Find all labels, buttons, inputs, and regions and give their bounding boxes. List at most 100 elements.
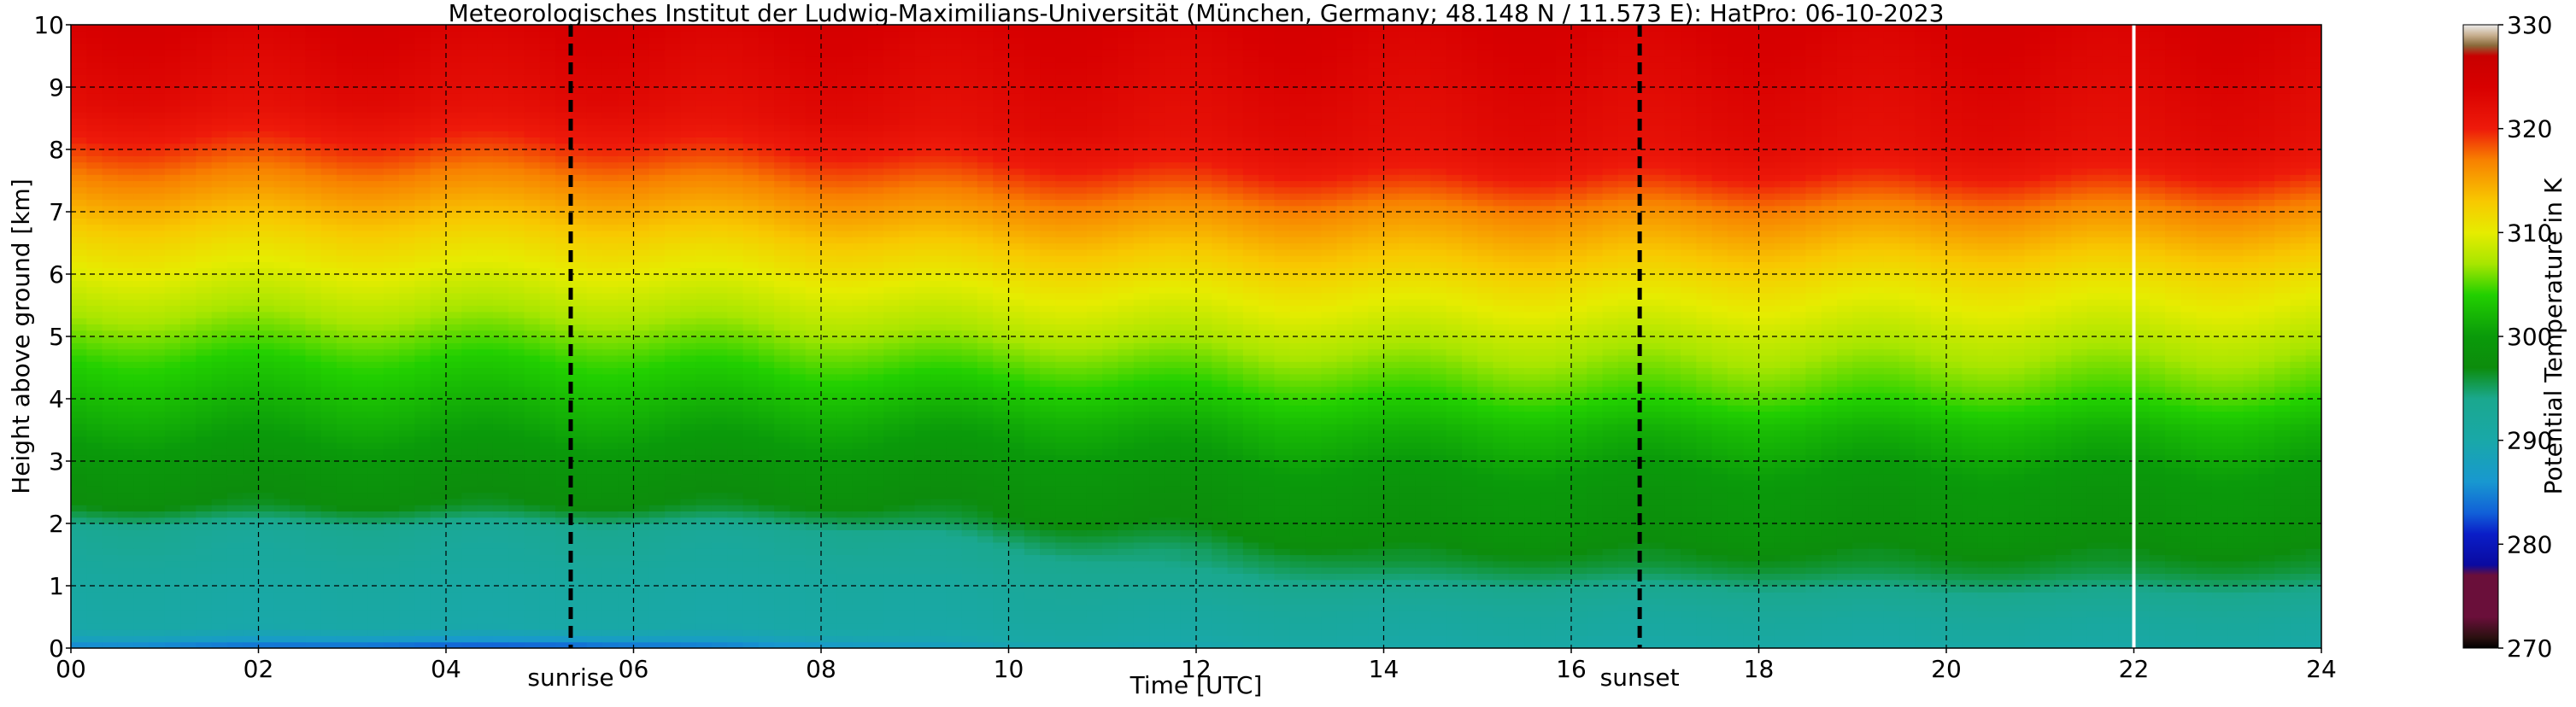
heatmap-cell <box>805 611 822 618</box>
heatmap-cell <box>352 592 369 599</box>
heatmap-cell <box>164 361 181 369</box>
heatmap-cell <box>226 473 244 481</box>
heatmap-cell <box>821 167 837 175</box>
heatmap-cell <box>383 50 400 57</box>
heatmap-cell <box>226 641 244 648</box>
heatmap-cell <box>383 248 400 256</box>
heatmap-cell <box>633 224 650 231</box>
heatmap-cell <box>352 399 369 406</box>
heatmap-cell <box>149 535 166 543</box>
heatmap-cell <box>290 454 306 462</box>
heatmap-cell <box>742 579 760 587</box>
heatmap-cell <box>290 167 306 175</box>
heatmap-cell <box>446 348 462 356</box>
heatmap-cell <box>680 541 697 549</box>
heatmap-cell <box>430 99 447 107</box>
heatmap-cell <box>758 411 775 418</box>
heatmap-cell <box>648 586 666 593</box>
heatmap-cell <box>414 25 431 32</box>
heatmap-cell <box>742 212 760 219</box>
heatmap-cell <box>586 361 603 369</box>
heatmap-cell <box>821 224 837 231</box>
heatmap-cell <box>789 554 807 562</box>
heatmap-cell <box>133 112 150 120</box>
heatmap-cell <box>680 354 697 362</box>
heatmap-cell <box>539 579 556 587</box>
heatmap-cell <box>273 37 290 44</box>
heatmap-cell <box>196 354 213 362</box>
heatmap-cell <box>665 392 681 400</box>
heatmap-cell <box>758 435 775 443</box>
heatmap-cell <box>446 56 462 63</box>
heatmap-cell <box>758 399 775 406</box>
heatmap-cell <box>133 118 150 126</box>
heatmap-cell <box>727 424 744 431</box>
heatmap-cell <box>789 492 807 500</box>
heatmap-cell <box>633 50 650 57</box>
heatmap-cell <box>117 299 134 307</box>
heatmap-cell <box>258 554 275 562</box>
heatmap-cell <box>774 535 791 543</box>
heatmap-cell <box>601 87 619 94</box>
heatmap-cell <box>305 280 322 288</box>
heatmap-cell <box>446 560 462 568</box>
heatmap-cell <box>164 473 181 481</box>
heatmap-cell <box>164 330 181 337</box>
heatmap-cell <box>367 167 384 175</box>
heatmap-cell <box>133 635 150 643</box>
heatmap-cell <box>149 622 166 630</box>
heatmap-cell <box>336 205 353 213</box>
heatmap-cell <box>102 99 119 107</box>
heatmap-cell <box>399 511 416 518</box>
heatmap-cell <box>711 218 728 225</box>
heatmap-cell <box>320 361 337 369</box>
heatmap-cell <box>571 517 588 524</box>
heatmap-cell <box>211 548 228 556</box>
heatmap-cell <box>243 199 260 207</box>
heatmap-cell <box>430 405 447 412</box>
heatmap-cell <box>665 641 681 648</box>
heatmap-cell <box>211 473 228 481</box>
heatmap-cell <box>102 548 119 556</box>
heatmap-cell <box>86 498 103 505</box>
heatmap-cell <box>555 56 572 63</box>
heatmap-cell <box>211 342 228 350</box>
heatmap-cell <box>164 118 181 126</box>
heatmap-cell <box>492 68 509 75</box>
heatmap-cell <box>273 205 290 213</box>
heatmap-cell <box>711 541 728 549</box>
heatmap-cell <box>633 149 650 156</box>
heatmap-cell <box>461 629 478 636</box>
heatmap-cell <box>711 180 728 188</box>
heatmap-cell <box>446 50 462 57</box>
heatmap-cell <box>290 380 306 387</box>
heatmap-cell <box>665 367 681 375</box>
heatmap-cell <box>648 43 666 50</box>
heatmap-cell <box>243 529 260 537</box>
heatmap-cell <box>555 529 572 537</box>
heatmap-cell <box>243 405 260 412</box>
heatmap-cell <box>492 93 509 101</box>
heatmap-cell <box>711 50 728 57</box>
heatmap-cell <box>86 248 103 256</box>
heatmap-cell <box>133 442 150 449</box>
heatmap-cell <box>461 186 478 194</box>
heatmap-cell <box>774 604 791 611</box>
heatmap-cell <box>399 523 416 530</box>
heatmap-cell <box>196 56 213 63</box>
heatmap-cell <box>446 592 462 599</box>
heatmap-cell <box>367 541 384 549</box>
heatmap-cell <box>524 479 541 487</box>
heatmap-cell <box>290 342 306 350</box>
heatmap-cell <box>196 461 213 468</box>
heatmap-cell <box>383 392 400 400</box>
heatmap-cell <box>367 199 384 207</box>
heatmap-cell <box>695 348 713 356</box>
heatmap-cell <box>430 529 447 537</box>
heatmap-cell <box>367 592 384 599</box>
heatmap-cell <box>86 523 103 530</box>
heatmap-cell <box>492 505 509 511</box>
heatmap-cell <box>243 61 260 69</box>
heatmap-cell <box>273 598 290 605</box>
heatmap-cell <box>273 155 290 163</box>
